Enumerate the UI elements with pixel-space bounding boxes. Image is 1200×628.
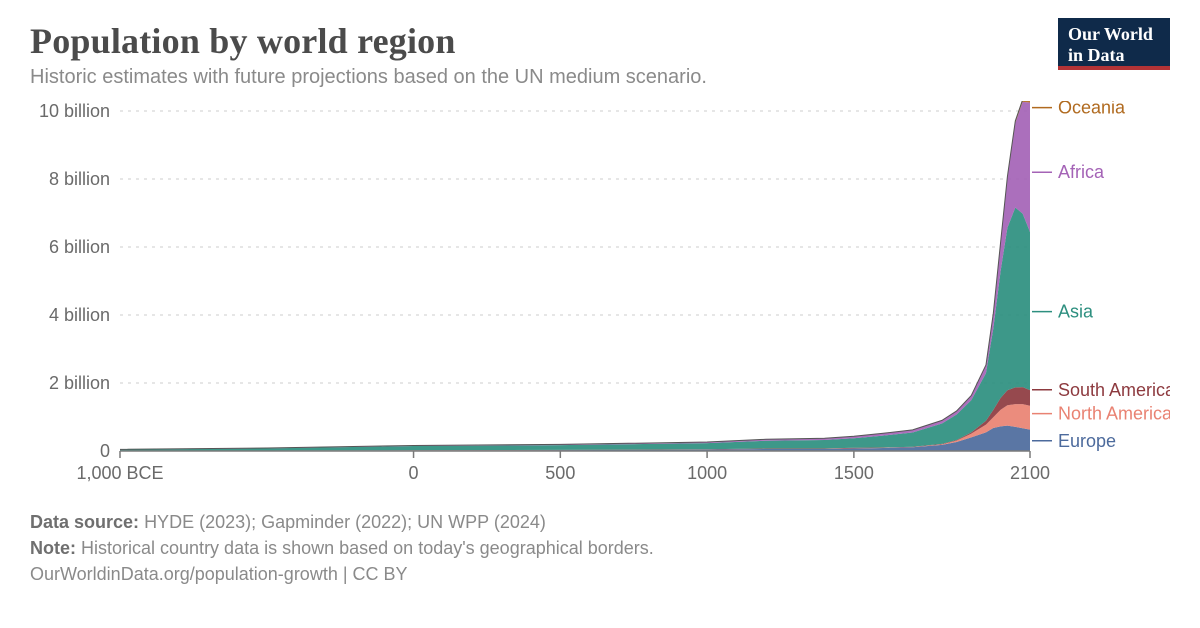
- footer-attribution: OurWorldinData.org/population-growth | C…: [30, 561, 1170, 587]
- chart-title: Population by world region: [30, 20, 1170, 62]
- footer-note: Note: Historical country data is shown b…: [30, 535, 1170, 561]
- area-oceania: [120, 101, 1030, 449]
- footer-source-value: HYDE (2023); Gapminder (2022); UN WPP (2…: [144, 512, 546, 532]
- legend-label-north_america: North America: [1058, 404, 1170, 424]
- x-axis-label: 0: [409, 463, 419, 483]
- x-axis-label: 500: [545, 463, 575, 483]
- y-axis-label: 6 billion: [49, 237, 110, 257]
- y-axis-label: 0: [100, 441, 110, 461]
- legend-label-africa: Africa: [1058, 162, 1105, 182]
- y-axis-label: 10 billion: [39, 101, 110, 121]
- logo-line2: in Data: [1068, 45, 1125, 65]
- logo-line1: Our World: [1068, 24, 1153, 44]
- owid-logo: Our World in Data: [1058, 18, 1170, 70]
- y-axis-label: 8 billion: [49, 169, 110, 189]
- area-asia: [120, 208, 1030, 451]
- x-axis-label: 1000: [687, 463, 727, 483]
- footer-source-label: Data source:: [30, 512, 139, 532]
- legend-label-oceania: Oceania: [1058, 101, 1126, 118]
- x-axis-label: 1,000 BCE: [76, 463, 163, 483]
- footer-note-value: Historical country data is shown based o…: [81, 538, 654, 558]
- area-outline: [120, 101, 1030, 449]
- legend-label-europe: Europe: [1058, 431, 1116, 451]
- legend-label-south_america: South America: [1058, 380, 1170, 400]
- stacked-area-chart: 0 2 billion 4 billion 6 billion 8 billion 10 …: [30, 101, 1170, 501]
- footer-note-label: Note:: [30, 538, 76, 558]
- x-axis-label: 1500: [834, 463, 874, 483]
- footer-source: Data source: HYDE (2023); Gapminder (202…: [30, 509, 1170, 535]
- y-axis-label: 4 billion: [49, 305, 110, 325]
- chart-footer: Data source: HYDE (2023); Gapminder (202…: [30, 509, 1170, 587]
- chart-area: 0 2 billion 4 billion 6 billion 8 billion 10 …: [30, 101, 1170, 501]
- legend-label-asia: Asia: [1058, 302, 1094, 322]
- chart-subtitle: Historic estimates with future projectio…: [30, 66, 1170, 89]
- x-axis-label: 2100: [1010, 463, 1050, 483]
- y-axis-label: 2 billion: [49, 373, 110, 393]
- area-africa: [120, 102, 1030, 450]
